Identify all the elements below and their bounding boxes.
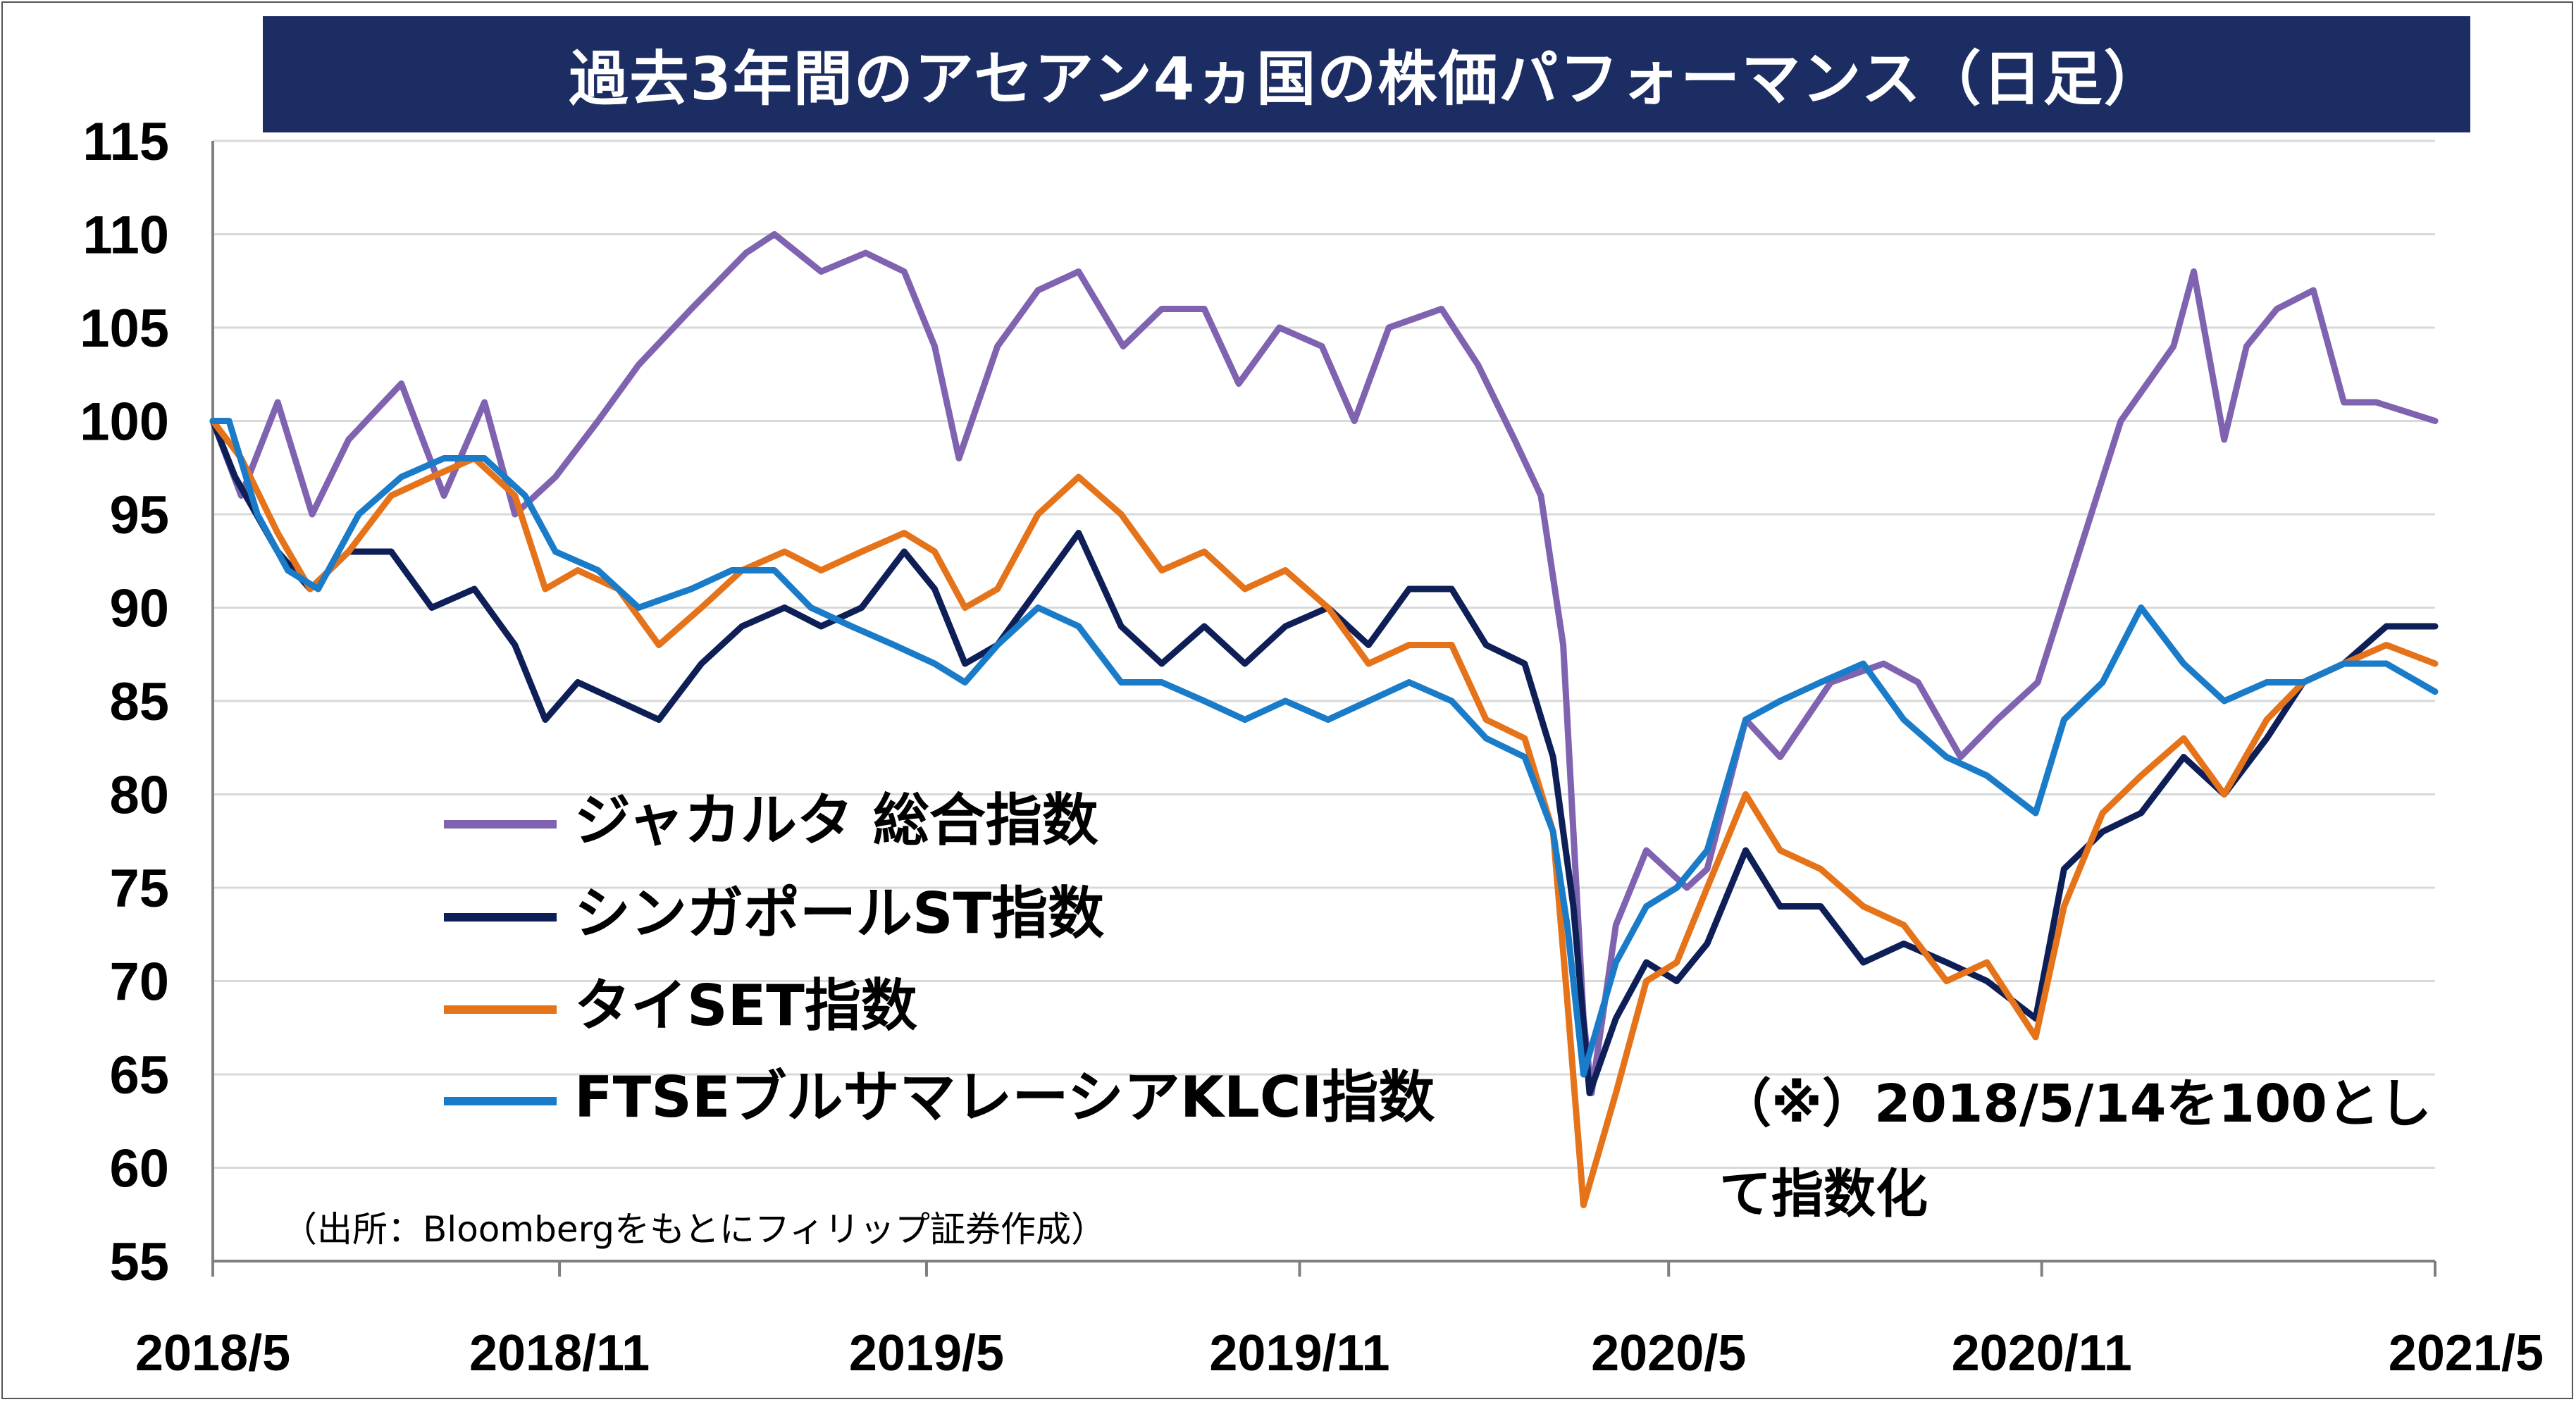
x-tick-label: 2021/5: [2389, 1325, 2544, 1382]
legend-label: ジャカルタ 総合指数: [574, 788, 1098, 853]
note-line-1: （※）2018/5/14を100とし: [1719, 1074, 2432, 1134]
y-tick-label: 115: [82, 112, 169, 172]
series-line: [209, 418, 2439, 1208]
y-tick-label: 65: [109, 1046, 169, 1105]
x-tick-label: 2020/11: [1952, 1325, 2132, 1382]
chart-title-bar: 過去3年間のアセアン4ヵ国の株価パフォーマンス（日足）: [263, 16, 2470, 132]
x-tick-label: 2020/5: [1591, 1325, 1746, 1382]
y-tick-label: 55: [109, 1232, 169, 1292]
y-tick-label: 80: [109, 766, 169, 826]
note-line-2: て指数化: [1719, 1164, 1928, 1224]
x-tick-label: 2019/5: [849, 1325, 1004, 1382]
x-tick-labels: 2018/5 2018/11 2019/5 2019/11 2020/5 2020/11 2…: [135, 1325, 2544, 1382]
y-tick-label: 90: [109, 579, 169, 639]
grid-lines: [213, 139, 2435, 1169]
y-tick-label: 110: [82, 206, 169, 266]
x-tick-label: 2019/11: [1209, 1325, 1389, 1382]
y-tick-label: 95: [109, 485, 169, 545]
source-note: （出所：Bloombergをもとにフィリップ証券作成）: [282, 1209, 1106, 1250]
series-line: [209, 231, 2439, 1096]
legend-label: タイSET指数: [574, 973, 917, 1038]
annotation-note: （※）2018/5/14を100とし て指数化: [1719, 1074, 2432, 1224]
series-line: [209, 418, 2439, 1078]
series-line: [209, 418, 2439, 1096]
y-tick-labels: 115 110 105 100 95 90 85 80 75 70 65 60 55: [80, 112, 169, 1292]
y-tick-label: 105: [80, 299, 169, 359]
y-tick-label: 100: [80, 392, 169, 452]
y-tick-label: 75: [109, 859, 169, 919]
x-tick-label: 2018/11: [469, 1325, 650, 1382]
y-tick-label: 70: [109, 953, 169, 1012]
series-lines: [209, 231, 2439, 1208]
axes: [211, 141, 2436, 1277]
legend-label: FTSEブルサマレーシアKLCI指数: [574, 1065, 1435, 1130]
chart-title: 過去3年間のアセアン4ヵ国の株価パフォーマンス（日足）: [569, 44, 2165, 113]
legend-label: シンガポールST指数: [574, 881, 1104, 946]
x-tick-label: 2018/5: [135, 1325, 290, 1382]
y-tick-label: 85: [109, 672, 169, 732]
y-tick-label: 60: [109, 1139, 169, 1199]
